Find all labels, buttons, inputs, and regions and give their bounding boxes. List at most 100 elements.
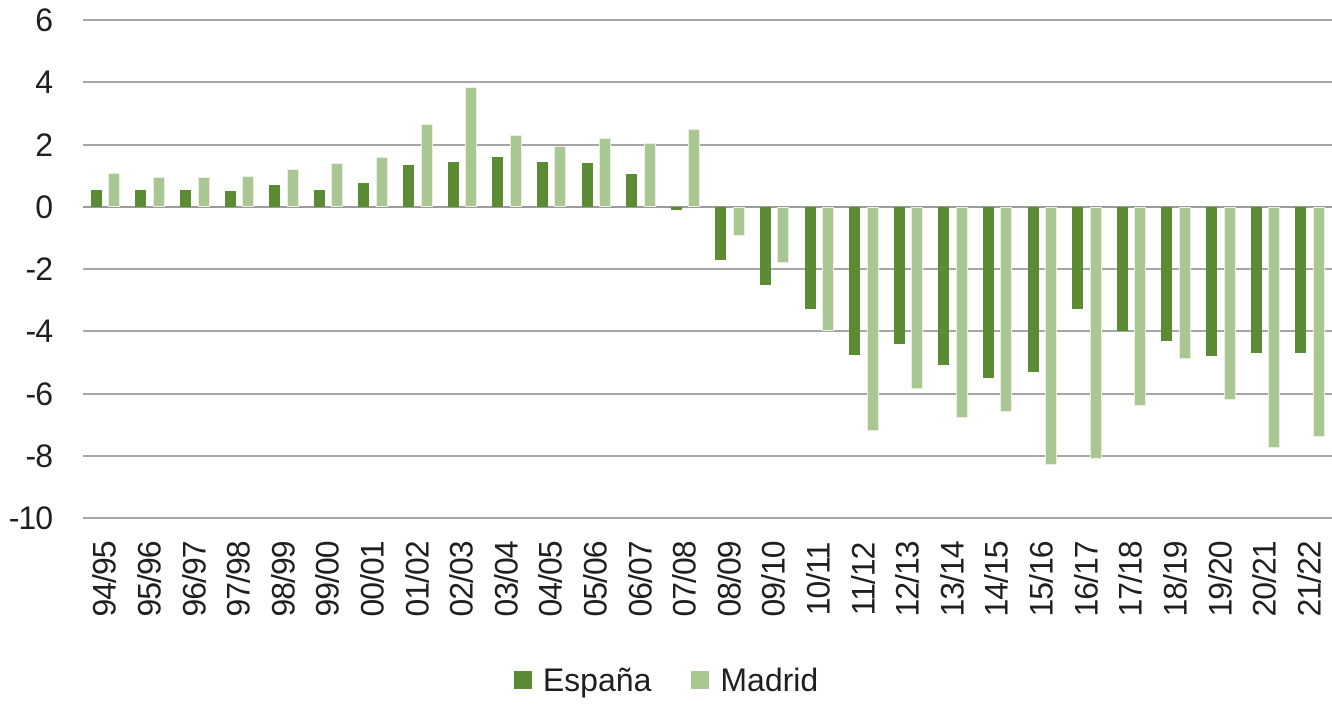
x-tick-label-18-19: 18/19: [1157, 541, 1194, 617]
bar-group-95-96: [128, 20, 173, 518]
bar-madrid-00-01: [375, 156, 388, 207]
x-tick-label-98-99: 98/99: [265, 541, 302, 617]
x-tick-label-17-18: 17/18: [1112, 541, 1149, 617]
x-tick-label-95-96: 95/96: [131, 541, 168, 617]
bar-espana-20-21: [1250, 206, 1262, 354]
legend: España Madrid: [0, 658, 1332, 702]
bar-group-17-18: [1109, 20, 1154, 518]
bar-madrid-15-16: [1045, 206, 1058, 466]
bar-madrid-17-18: [1134, 206, 1147, 406]
bar-madrid-97-98: [242, 175, 255, 207]
x-tick-slot-98-99: 98/99: [261, 531, 306, 627]
bar-group-14-15: [975, 20, 1020, 518]
x-tick-slot-20-21: 20/21: [1243, 531, 1288, 627]
x-tick-label-13-14: 13/14: [934, 541, 971, 617]
x-tick-slot-21-22: 21/22: [1287, 531, 1332, 627]
legend-item-madrid: Madrid: [691, 662, 818, 699]
bar-espana-13-14: [938, 206, 950, 366]
x-tick-slot-17-18: 17/18: [1109, 531, 1154, 627]
x-tick-slot-13-14: 13/14: [931, 531, 976, 627]
bar-group-18-19: [1154, 20, 1199, 518]
bar-madrid-94-95: [108, 172, 121, 207]
bar-group-96-97: [172, 20, 217, 518]
bar-espana-97-98: [224, 191, 236, 207]
bar-madrid-11-12: [866, 206, 879, 431]
bar-madrid-18-19: [1178, 206, 1191, 360]
bar-group-94-95: [83, 20, 128, 518]
bar-espana-15-16: [1027, 206, 1039, 372]
x-tick-label-05-06: 05/06: [577, 541, 614, 617]
bar-madrid-16-17: [1089, 206, 1102, 459]
x-axis-labels: 94/95 95/96 96/97 97/98 98/99 99/00 00/01 01/02…: [83, 531, 1332, 627]
x-tick-slot-96-97: 96/97: [172, 531, 217, 627]
bar-espana-98-99: [269, 184, 281, 207]
bar-espana-17-18: [1116, 206, 1128, 332]
x-tick-label-16-17: 16/17: [1068, 541, 1105, 617]
x-tick-label-20-21: 20/21: [1246, 541, 1283, 617]
x-tick-slot-06-07: 06/07: [618, 531, 663, 627]
x-tick-slot-94-95: 94/95: [83, 531, 128, 627]
bar-group-10-11: [797, 20, 842, 518]
bar-espana-94-95: [90, 189, 102, 207]
bar-group-16-17: [1064, 20, 1109, 518]
x-tick-label-07-08: 07/08: [666, 541, 703, 617]
y-tick-label--8: -8: [25, 437, 53, 474]
gridline--2: [83, 268, 1332, 270]
bar-espana-16-17: [1072, 206, 1084, 310]
x-tick-slot-05-06: 05/06: [574, 531, 619, 627]
bar-madrid-05-06: [599, 138, 611, 207]
gridlines: [83, 19, 1332, 519]
bar-madrid-14-15: [1000, 206, 1013, 413]
bar-espana-96-97: [180, 189, 192, 207]
x-tick-slot-99-00: 99/00: [306, 531, 351, 627]
x-tick-label-10-11: 10/11: [800, 542, 837, 616]
y-tick-label--2: -2: [25, 251, 53, 287]
bar-group-05-06: [574, 20, 619, 518]
x-tick-label-06-07: 06/07: [622, 541, 659, 617]
gridline--6: [83, 392, 1332, 395]
x-tick-slot-14-15: 14/15: [975, 531, 1020, 627]
x-tick-slot-97-98: 97/98: [217, 531, 262, 627]
bar-espana-99-00: [313, 189, 325, 207]
bar-madrid-08-09: [732, 206, 745, 237]
gridline--4: [83, 330, 1332, 333]
legend-swatch-madrid: [691, 671, 710, 689]
x-tick-label-14-15: 14/15: [978, 541, 1015, 617]
bar-group-20-21: [1243, 20, 1288, 518]
x-tick-slot-01-02: 01/02: [395, 531, 440, 627]
x-tick-label-19-20: 19/20: [1202, 541, 1239, 617]
bar-group-09-10: [752, 20, 797, 518]
bar-madrid-20-21: [1268, 206, 1281, 448]
bar-group-02-03: [440, 20, 485, 518]
x-tick-label-12-13: 12/13: [889, 541, 926, 617]
x-tick-slot-00-01: 00/01: [351, 531, 396, 627]
bar-espana-14-15: [982, 206, 994, 378]
x-tick-slot-11-12: 11/12: [841, 531, 886, 627]
bar-group-00-01: [351, 20, 396, 518]
y-axis-labels: 6 4 2 0 -2 -4 -6 -8 -10: [0, 0, 56, 709]
gridline-6: [83, 19, 1332, 21]
bar-group-11-12: [841, 20, 886, 518]
bar-espana-07-08: [670, 206, 682, 210]
bar-espana-02-03: [447, 161, 459, 207]
x-tick-label-97-98: 97/98: [220, 541, 257, 617]
x-tick-slot-18-19: 18/19: [1154, 531, 1199, 627]
x-tick-label-96-97: 96/97: [176, 541, 213, 617]
gridline--10: [83, 517, 1332, 519]
x-tick-label-08-09: 08/09: [711, 541, 748, 617]
bar-espana-03-04: [492, 156, 504, 207]
bar-espana-19-20: [1206, 206, 1218, 357]
x-tick-slot-03-04: 03/04: [484, 531, 529, 627]
bar-madrid-03-04: [509, 135, 522, 207]
plot-area: [83, 19, 1332, 519]
legend-label-espana: España: [542, 661, 652, 698]
bar-espana-10-11: [804, 206, 816, 310]
x-tick-label-94-95: 94/95: [86, 541, 123, 617]
bar-madrid-12-13: [911, 206, 924, 389]
legend-item-espana: España: [513, 661, 652, 699]
bar-espana-12-13: [893, 206, 905, 344]
bar-madrid-99-00: [331, 163, 344, 207]
y-tick-label--6: -6: [25, 375, 53, 412]
bar-madrid-98-99: [286, 169, 299, 207]
x-tick-label-21-22: 21/22: [1291, 541, 1328, 617]
